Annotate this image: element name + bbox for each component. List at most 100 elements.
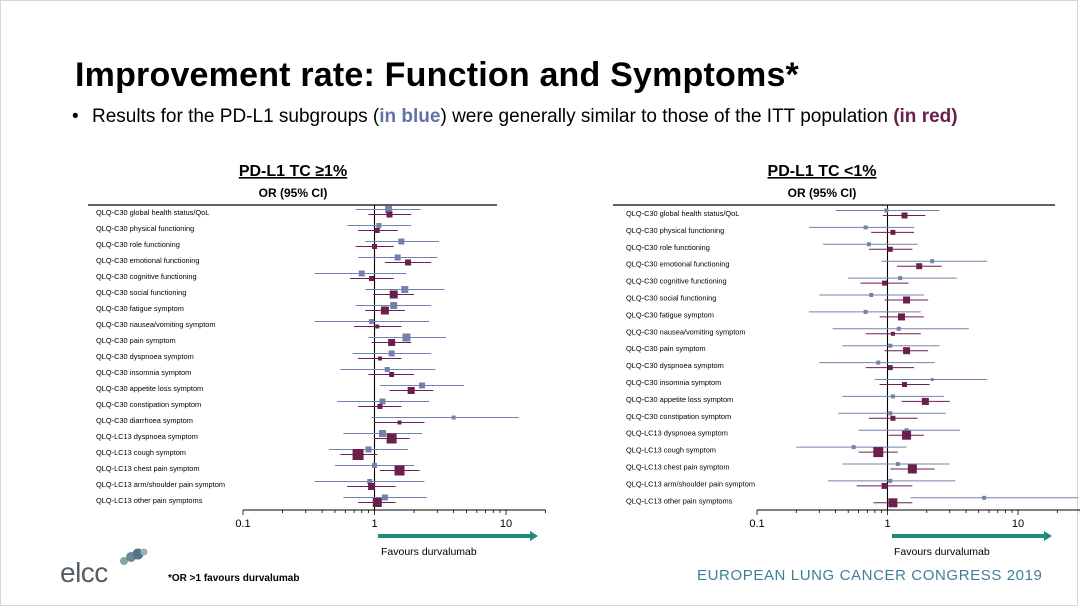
pdl1-estimate-marker <box>385 206 393 213</box>
itt-estimate-marker <box>368 483 376 490</box>
x-tick-label: 10 <box>1012 518 1024 530</box>
plot-title: PD-L1 TC <1% <box>768 163 877 180</box>
row-label: QLQ-LC13 chest pain symptom <box>626 463 730 472</box>
itt-estimate-marker <box>394 465 405 476</box>
row-label: QLQ-C30 insomnia symptom <box>626 378 721 387</box>
pdl1-estimate-marker <box>896 326 901 331</box>
pdl1-estimate-marker <box>866 242 871 247</box>
pdl1-estimate-marker <box>401 286 409 293</box>
bullet-highlight-red: (in red) <box>893 106 958 127</box>
pdl1-estimate-marker <box>394 254 401 261</box>
elcc-logo-mark <box>120 548 148 565</box>
itt-estimate-marker <box>916 263 923 270</box>
x-tick-label: 0.1 <box>749 518 764 530</box>
row-label: QLQ-C30 role functioning <box>96 240 180 249</box>
row-label: QLQ-LC13 other pain symptoms <box>626 496 733 505</box>
row-label: QLQ-C30 insomnia symptom <box>96 368 191 377</box>
row-label: QLQ-C30 physical functioning <box>96 224 194 233</box>
itt-estimate-marker <box>369 276 375 281</box>
itt-estimate-marker <box>372 244 377 249</box>
bullet-point: • Results for the PD-L1 subgroups (in blu… <box>72 106 958 128</box>
x-tick-label: 1 <box>371 518 377 530</box>
pdl1-estimate-marker <box>376 223 382 228</box>
itt-estimate-marker <box>389 372 395 377</box>
itt-estimate-marker <box>890 415 896 421</box>
row-label: QLQ-C30 social functioning <box>626 294 716 303</box>
pdl1-estimate-marker <box>388 350 395 357</box>
row-label: QLQ-C30 dyspnoea symptom <box>96 352 194 361</box>
pdl1-estimate-marker <box>982 495 987 500</box>
pdl1-estimate-marker <box>379 398 386 405</box>
row-label: QLQ-C30 constipation symptom <box>96 400 201 409</box>
itt-estimate-marker <box>887 246 893 252</box>
itt-estimate-marker <box>907 464 917 474</box>
pdl1-estimate-marker <box>869 293 874 297</box>
favours-arrow-head <box>1044 531 1052 541</box>
pdl1-estimate-marker <box>365 446 372 453</box>
pdl1-estimate-marker <box>876 360 881 365</box>
row-label: QLQ-LC13 arm/shoulder pain symptom <box>96 480 225 489</box>
row-label: QLQ-LC13 arm/shoulder pain symptom <box>626 479 755 488</box>
itt-estimate-marker <box>386 211 393 218</box>
itt-estimate-marker <box>890 331 895 336</box>
forest-plot-1: PD-L1 TC ≥1% OR (95% CI) 0.1 1 10 QLQ-C30 glo… <box>88 163 546 558</box>
slide-title: Improvement rate: Function and Symptoms* <box>75 56 799 94</box>
congress-name: EUROPEAN LUNG CANCER CONGRESS 2019 <box>697 567 1043 584</box>
itt-estimate-marker <box>405 259 412 266</box>
pdl1-estimate-marker <box>378 430 386 437</box>
row-label: QLQ-C30 emotional functioning <box>96 256 200 265</box>
row-label: QLQ-C30 global health status/QoL <box>626 209 739 218</box>
footnote: *OR >1 favours durvalumab <box>168 573 300 584</box>
itt-estimate-marker <box>887 365 893 371</box>
pdl1-estimate-marker <box>890 394 895 399</box>
itt-estimate-marker <box>407 387 415 394</box>
pdl1-estimate-marker <box>888 343 893 348</box>
row-label: QLQ-C30 role functioning <box>626 243 710 252</box>
row-label: QLQ-C30 nausea/vomiting symptom <box>626 327 746 336</box>
pdl1-estimate-marker <box>930 259 935 264</box>
row-label: QLQ-LC13 dyspnoea symptom <box>96 432 198 441</box>
row-label: QLQ-C30 cognitive functioning <box>626 277 727 286</box>
pdl1-estimate-marker <box>904 428 909 433</box>
elcc-logo: elcc <box>60 547 150 589</box>
row-label: QLQ-C30 diarrhoea symptom <box>96 416 193 425</box>
plot-title: PD-L1 TC ≥1% <box>239 163 347 180</box>
row-label: QLQ-LC13 other pain symptoms <box>96 496 203 505</box>
row-label: QLQ-C30 pain symptom <box>626 344 706 353</box>
pdl1-estimate-marker <box>888 478 893 483</box>
itt-estimate-marker <box>397 420 402 425</box>
favours-arrow-head <box>530 531 538 541</box>
row-label: QLQ-C30 nausea/vomiting symptom <box>96 320 216 329</box>
itt-estimate-marker <box>921 397 929 405</box>
itt-estimate-marker <box>901 212 908 219</box>
pdl1-estimate-marker <box>895 462 900 466</box>
elcc-logo-text: elcc <box>60 557 108 588</box>
row-label: QLQ-C30 emotional functioning <box>626 260 730 269</box>
row-label: QLQ-C30 appetite loss symptom <box>626 395 733 404</box>
itt-estimate-marker <box>881 482 888 489</box>
itt-estimate-marker <box>375 324 380 329</box>
pdl1-estimate-marker <box>372 463 377 468</box>
row-label: QLQ-C30 fatigue symptom <box>96 304 184 313</box>
plot-subtitle: OR (95% CI) <box>259 186 328 200</box>
itt-estimate-marker <box>888 498 898 508</box>
x-tick-label: 0.1 <box>235 518 250 530</box>
row-label: QLQ-C30 physical functioning <box>626 226 724 235</box>
pdl1-estimate-marker <box>863 309 868 314</box>
itt-estimate-marker <box>372 498 382 507</box>
row-label: QLQ-LC13 cough symptom <box>96 448 186 457</box>
itt-estimate-marker <box>388 339 396 346</box>
itt-estimate-marker <box>380 306 389 315</box>
row-label: QLQ-LC13 chest pain symptom <box>96 464 200 473</box>
pdl1-estimate-marker <box>888 411 893 416</box>
itt-estimate-marker <box>377 404 383 409</box>
itt-estimate-marker <box>903 296 911 304</box>
pdl1-estimate-marker <box>358 270 365 277</box>
pdl1-estimate-marker <box>367 479 373 484</box>
row-label: QLQ-C30 fatigue symptom <box>626 310 714 319</box>
row-label: QLQ-C30 constipation symptom <box>626 412 731 421</box>
pdl1-estimate-marker <box>402 333 411 342</box>
favours-label: Favours durvalumab <box>894 546 990 558</box>
